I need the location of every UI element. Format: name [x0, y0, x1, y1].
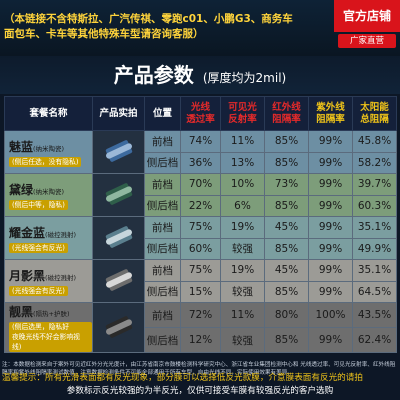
direct-sale-tag: 广家直营 — [338, 34, 396, 48]
product-table: 套餐名称 产品实拍 位置 光线 透过率 可见光 反射率 红外线 阻隔率 紫外线 … — [4, 96, 397, 353]
product-photo — [92, 259, 145, 303]
table-row: 魅蓝(纳米陶瓷) (侧后任选，没有隐私) 前档 74% 11% 85% 99% … — [4, 130, 397, 174]
table-row: 黛绿(纳米陶瓷) (侧后中等，隐私) 前档 70% 10% 73% 99% 39… — [4, 173, 397, 217]
package-name-cell: 魅蓝(纳米陶瓷) (侧后任选，没有隐私) — [4, 130, 93, 174]
notice-text: （本链接不含特斯拉、广汽传祺、零跑c01、小鹏G3、商务车 面包车、卡车等其他特… — [4, 13, 293, 40]
package-name-cell: 靓黑(隔热+护肤) (侧后选黑，隐私好 夜晚光线不好会影响视线) — [4, 302, 93, 353]
table-row: 靓黑(隔热+护肤) (侧后选黑，隐私好 夜晚光线不好会影响视线) 前档 72% 1… — [4, 302, 397, 353]
header-uv: 紫外线 阻隔率 — [308, 96, 353, 131]
reflection-note: 参数标示反光较强的为半反光，仅供可接受车膜有较强反光的客户选购 — [66, 386, 334, 396]
table-row: 耀金蓝(磁控溅射) (光线强会有反光) 前档 75% 19% 45% 99% 3… — [4, 216, 397, 260]
package-tag: (光线强会有反光) — [9, 285, 68, 296]
package-name-cell: 耀金蓝(磁控溅射) (光线强会有反光) — [4, 216, 93, 260]
header-package: 套餐名称 — [4, 96, 93, 131]
table-header-row: 套餐名称 产品实拍 位置 光线 透过率 可见光 反射率 红外线 阻隔率 紫外线 … — [4, 96, 397, 131]
package-tag: (侧后中等，隐私) — [9, 199, 68, 210]
disclaimer-text: 注：本数据检测来自于案外可见近红外分光光度计，由江苏省南京市鼓楼检测科学研究中心… — [2, 362, 396, 376]
page-subtitle: (厚度均为2mil) — [202, 71, 287, 85]
package-name-cell: 黛绿(纳米陶瓷) (侧后中等，隐私) — [4, 173, 93, 217]
page-title: 产品参数 — [113, 63, 194, 87]
title-bar: 产品参数 (厚度均为2mil) — [0, 56, 400, 94]
top-banner: （本链接不含特斯拉、广汽传祺、零跑c01、小鹏G3、商务车 面包车、卡车等其他特… — [0, 0, 400, 56]
package-name-cell: 月影黑(磁控溅射) (光线强会有反光) — [4, 259, 93, 303]
table-row: 月影黑(磁控溅射) (光线强会有反光) 前档 75% 19% 45% 99% 3… — [4, 259, 397, 303]
package-tag: (侧后任选，没有隐私) — [9, 156, 82, 167]
header-ir: 红外线 阻隔率 — [264, 96, 309, 131]
header-position: 位置 — [144, 96, 181, 131]
header-photo: 产品实拍 — [92, 96, 145, 131]
film-roll-icon — [105, 183, 132, 205]
warm-tip-text: 温馨提示：所有光滑表面都有反光现象，部分膜可以选择低反光款膜，介意膜表面有反光的… — [2, 373, 363, 383]
film-roll-icon — [105, 226, 132, 248]
package-tag: (光线强会有反光) — [9, 242, 68, 253]
official-store-badge[interactable]: 官方店铺 — [334, 0, 400, 32]
product-photo — [92, 173, 145, 217]
product-photo — [92, 130, 145, 174]
product-photo — [92, 216, 145, 260]
product-photo — [92, 302, 145, 353]
film-roll-icon — [105, 140, 132, 162]
table-row: 侧后档 60% 较强 85% 99% 49.9% — [4, 237, 397, 260]
header-tser: 太阳能 总阻隔 — [352, 96, 397, 131]
header-vlt: 光线 透过率 — [180, 96, 221, 131]
header-vlr: 可见光 反射率 — [220, 96, 265, 131]
package-tag: (侧后选黑，隐私好 夜晚光线不好会影响视线) — [9, 322, 92, 352]
film-roll-icon — [105, 269, 132, 291]
film-roll-icon — [105, 315, 132, 338]
